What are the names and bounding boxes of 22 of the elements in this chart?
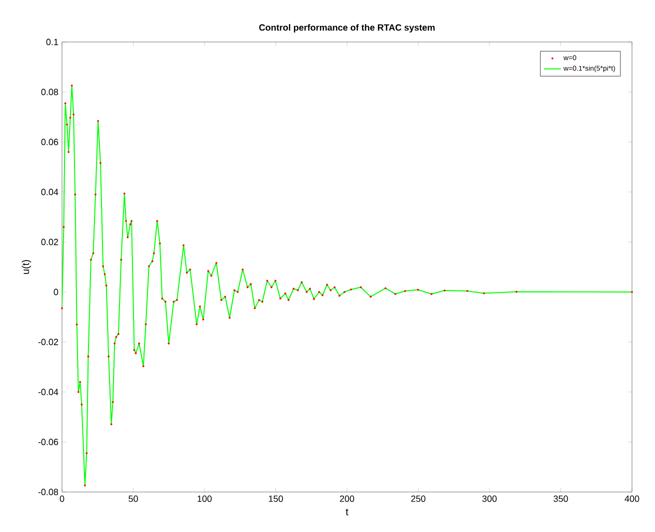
x-tick-label: 200 [340,496,354,502]
x-tick-label: 400 [624,496,640,502]
y-tick-label: 0 [54,288,58,296]
x-tick-label: 50 [128,496,138,502]
y-tick-label: 0.08 [41,88,58,96]
y-tick-label: -0.04 [38,388,58,396]
y-tick-label: 0.02 [41,238,58,246]
x-tick-label: 150 [268,496,283,502]
y-tick-label: -0.06 [38,438,58,446]
x-axis-title: t [346,508,348,516]
x-tick-label: 350 [554,496,568,502]
y-tick-label: -0.08 [38,488,58,496]
y-tick-label: 0.1 [46,38,58,46]
x-tick-label: 250 [411,496,426,502]
x-tick-label: 0 [60,496,64,502]
y-tick-label: 0.06 [41,138,58,146]
y-tick-label: -0.02 [38,338,58,346]
x-tick-label: 100 [198,496,212,502]
chart-title: Control performance of the RTAC system [259,24,435,32]
y-tick-label: 0.04 [41,188,58,196]
y-axis-title: u(t) [22,260,32,274]
x-tick-label: 300 [482,496,497,502]
